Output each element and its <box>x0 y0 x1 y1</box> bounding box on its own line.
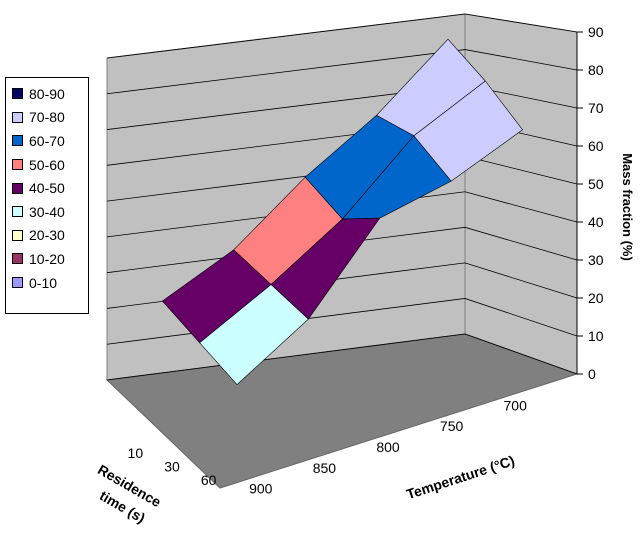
surface-patch <box>413 80 524 182</box>
legend-swatch <box>12 111 23 123</box>
z-tick-label: 70 <box>588 100 604 116</box>
gridline <box>106 191 578 238</box>
legend-label: 70-80 <box>29 109 65 126</box>
gridline <box>106 49 578 95</box>
x-tick-label: 750 <box>440 418 464 434</box>
legend-item: 10-20 <box>12 247 82 271</box>
legend-item: 50-60 <box>12 153 82 177</box>
legend-item: 30-40 <box>12 200 82 224</box>
legend-swatch <box>12 206 23 218</box>
x-tick-label: 700 <box>504 397 528 413</box>
z-tick-label: 0 <box>588 366 596 382</box>
legend-swatch <box>12 182 23 194</box>
legend-swatch <box>12 88 23 100</box>
z-tick-label: 60 <box>588 138 604 154</box>
x-tick-label: 850 <box>313 460 337 476</box>
y-tick-label: 60 <box>201 472 217 488</box>
x-axis-tick-labels: 700 750 800 850 900 <box>249 397 527 496</box>
z-tick-label: 10 <box>588 328 604 344</box>
y-axis-tick-labels: 10 30 60 <box>128 445 217 488</box>
z-axis-title: Mass fraction (%) <box>620 153 635 261</box>
legend-item: 70-80 <box>12 106 82 130</box>
legend-label: 30-40 <box>29 203 65 220</box>
legend-swatch <box>12 229 23 241</box>
legend-swatch <box>12 159 23 171</box>
z-tick-label: 80 <box>588 62 604 78</box>
z-tick-label: 40 <box>588 214 604 230</box>
gridline <box>106 13 578 59</box>
legend-item: 20-30 <box>12 224 82 248</box>
legend-label: 80-90 <box>29 85 65 102</box>
z-tick-label: 30 <box>588 252 604 268</box>
z-tick-label: 90 <box>588 24 604 40</box>
surface <box>161 38 524 386</box>
legend-label: 20-30 <box>29 227 65 244</box>
x-tick-label: 900 <box>249 481 273 497</box>
legend: 80-90 70-80 60-70 50-60 40-50 30-40 20-30 10-20… <box>5 77 89 314</box>
x-axis-title: Temperature (°C) <box>404 452 516 502</box>
legend-swatch <box>12 277 23 289</box>
legend-swatch <box>12 253 23 265</box>
z-tick-label: 20 <box>588 290 604 306</box>
legend-swatch <box>12 135 23 147</box>
y-tick-label: 30 <box>164 459 180 475</box>
x-tick-label: 800 <box>376 439 400 455</box>
legend-label: 10-20 <box>29 250 65 267</box>
z-axis-tick-labels: 0 10 20 30 40 50 60 70 80 90 <box>588 24 604 382</box>
legend-item: 60-70 <box>12 129 82 153</box>
legend-label: 60-70 <box>29 132 65 149</box>
side-wall <box>464 13 578 375</box>
legend-label: 40-50 <box>29 180 65 197</box>
legend-item: 0-10 <box>12 271 82 295</box>
legend-item: 80-90 <box>12 82 82 106</box>
legend-item: 40-50 <box>12 176 82 200</box>
legend-label: 50-60 <box>29 156 65 173</box>
legend-label: 0-10 <box>29 274 58 291</box>
z-tick-label: 50 <box>588 176 604 192</box>
y-tick-label: 10 <box>128 445 144 461</box>
